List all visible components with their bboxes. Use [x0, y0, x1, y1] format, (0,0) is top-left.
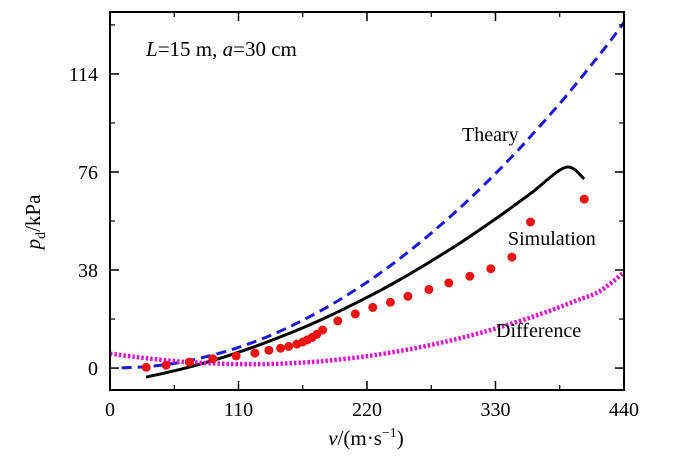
- data-point: [208, 354, 218, 364]
- data-point: [161, 360, 171, 370]
- annotation: L=15 m, a=30 cm: [145, 37, 297, 61]
- data-point: [486, 264, 496, 274]
- data-point: [403, 291, 413, 301]
- data-point: [250, 348, 260, 358]
- x-axis-title: v/(m·s−1): [328, 426, 404, 450]
- ticks-layer: 0 110 220 330 440 0 38 76 114: [69, 12, 639, 421]
- x-tick-label: 110: [224, 399, 253, 421]
- data-point: [184, 357, 194, 367]
- x-tick-label: 220: [352, 399, 382, 421]
- annotation-L-symbol: L: [145, 37, 158, 61]
- x-axis-symbol: v: [328, 426, 338, 450]
- data-point: [507, 252, 517, 262]
- annotation-a-symbol: a: [223, 37, 234, 61]
- data-point: [385, 297, 395, 307]
- data-point: [368, 302, 378, 312]
- label-theary: Theary: [462, 124, 519, 146]
- data-point: [264, 345, 274, 355]
- data-point: [579, 194, 589, 204]
- x-axis-unit: /(m·s: [338, 426, 382, 450]
- data-point: [141, 362, 151, 372]
- x-tick-label: 330: [481, 399, 511, 421]
- x-axis-close-paren: ): [397, 426, 404, 450]
- data-point: [231, 351, 241, 361]
- y-axis-unit: /kPa: [21, 194, 45, 232]
- data-point: [333, 316, 343, 326]
- data-point: [465, 271, 475, 281]
- curves-layer: [110, 19, 624, 379]
- annotation-a-value: =30 cm: [233, 37, 297, 61]
- y-axis-symbol: p: [21, 239, 45, 252]
- data-point: [276, 343, 286, 353]
- x-axis-unit-exponent: −1: [382, 426, 397, 441]
- y-axis-subscript: d: [34, 232, 49, 239]
- y-tick-label: 114: [69, 64, 98, 86]
- y-tick-label: 38: [78, 260, 98, 282]
- annotation-L-value: =15 m,: [158, 37, 223, 61]
- y-tick-label: 0: [88, 358, 98, 380]
- y-tick-label: 76: [78, 162, 98, 184]
- x-tick-label: 0: [105, 399, 115, 421]
- data-point: [318, 325, 328, 335]
- markers-layer: [141, 194, 589, 372]
- series-line-theary: [121, 19, 624, 370]
- label-simulation: Simulation: [508, 228, 596, 250]
- data-point: [444, 278, 454, 288]
- data-point: [526, 217, 535, 227]
- x-tick-label: 440: [609, 399, 639, 421]
- data-point: [284, 341, 294, 351]
- data-point: [424, 284, 434, 294]
- data-point: [350, 309, 360, 319]
- label-difference: Difference: [496, 320, 581, 342]
- y-axis-title: pd/kPa: [21, 194, 49, 252]
- series-line-difference: [110, 269, 624, 367]
- series-line-simulation: [145, 165, 586, 379]
